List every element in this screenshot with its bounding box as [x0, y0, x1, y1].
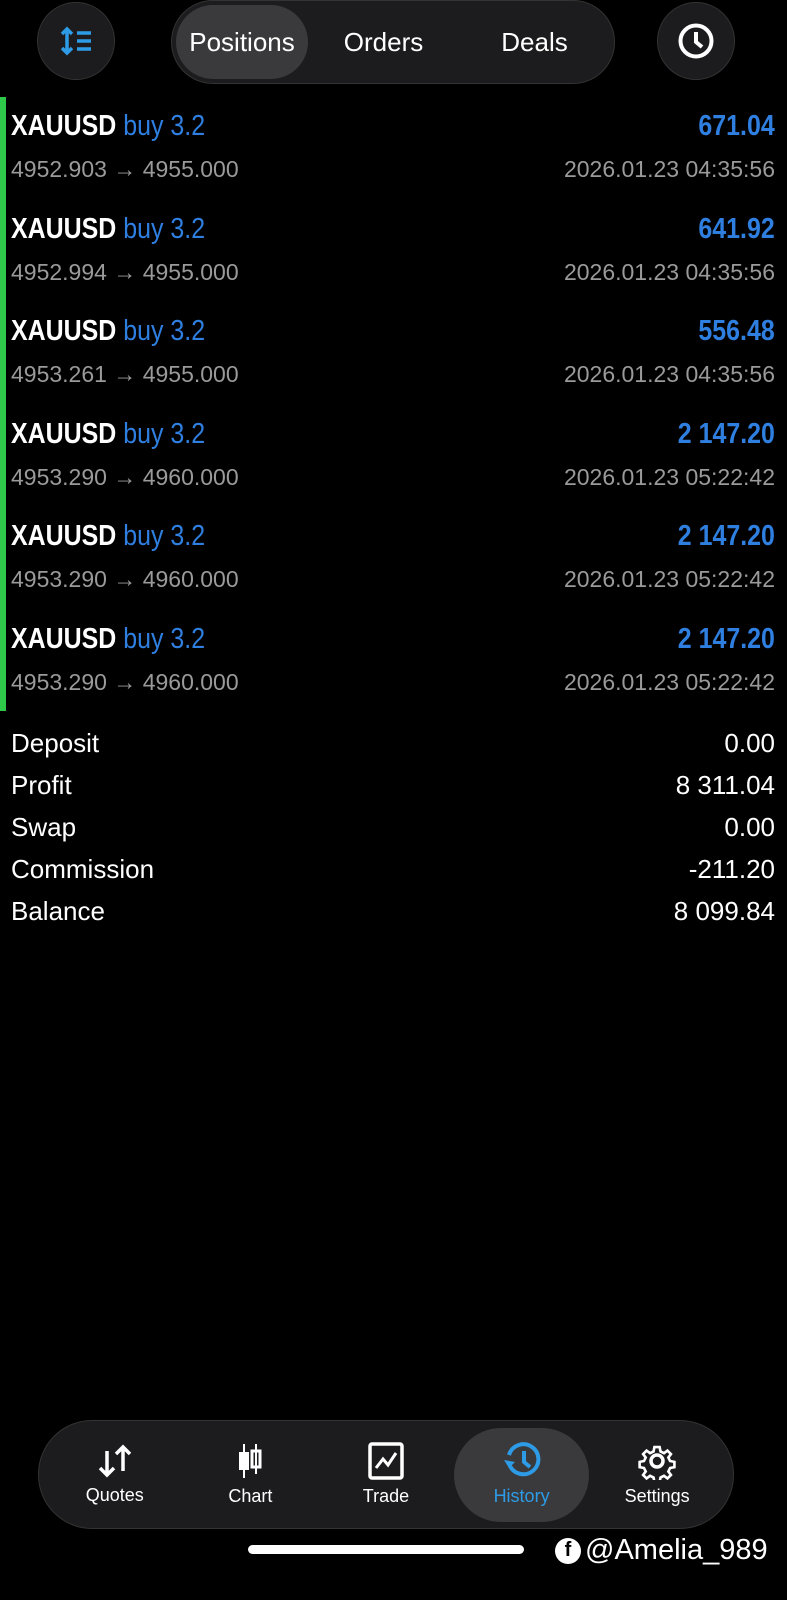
nav-settings[interactable]: Settings — [589, 1428, 725, 1522]
symbol: XAUUSD — [11, 417, 117, 450]
summary-label: Commission — [11, 853, 155, 884]
summary-label: Balance — [11, 895, 105, 926]
side-volume: buy 3.2 — [123, 622, 206, 655]
position-title: XAUUSD buy 3.2 — [11, 623, 205, 656]
summary-value: -211.20 — [688, 853, 775, 884]
timestamp: 2026.01.23 05:22:42 — [563, 668, 775, 695]
side-volume: buy 3.2 — [123, 212, 206, 245]
side-volume: buy 3.2 — [123, 110, 206, 142]
position-title: XAUUSD buy 3.2 — [11, 520, 205, 553]
position-row[interactable]: XAUUSD buy 3.2 641.92 4952.994 → 4955.00… — [11, 209, 775, 312]
nav-label: Chart — [228, 1486, 273, 1506]
summary-label: Deposit — [11, 727, 100, 758]
clock-icon — [678, 23, 714, 59]
side-volume: buy 3.2 — [123, 520, 206, 552]
timestamp: 2026.01.23 04:35:56 — [563, 156, 775, 182]
position-title: XAUUSD buy 3.2 — [11, 213, 205, 246]
timestamp: 2026.01.23 05:22:42 — [563, 566, 775, 592]
profit: 641.92 — [698, 212, 775, 245]
side-volume: buy 3.2 — [123, 417, 206, 450]
nav-label: History — [493, 1486, 550, 1506]
side-volume: buy 3.2 — [123, 315, 206, 347]
symbol: XAUUSD — [11, 622, 117, 655]
position-title: XAUUSD buy 3.2 — [11, 418, 205, 451]
profit: 2 147.20 — [677, 417, 775, 450]
timestamp: 2026.01.23 05:22:42 — [563, 463, 775, 490]
nav-trade[interactable]: Trade — [318, 1428, 454, 1522]
nav-label: Quotes — [85, 1485, 144, 1505]
summary-value: 0.00 — [724, 727, 775, 758]
summary-row: Swap 0.00 — [11, 806, 775, 848]
home-indicator[interactable] — [248, 1545, 524, 1554]
profit: 2 147.20 — [677, 622, 775, 655]
history-icon — [503, 1442, 540, 1477]
facebook-icon: f — [555, 1537, 581, 1564]
bottom-nav: Quotes Chart Trade History Settings — [38, 1420, 734, 1529]
sort-button[interactable] — [37, 2, 115, 80]
candlestick-icon — [239, 1444, 262, 1478]
nav-label: Settings — [624, 1486, 690, 1506]
nav-label: Trade — [362, 1486, 410, 1506]
watermark-text: @Amelia_989 — [585, 1534, 768, 1566]
sort-icon — [60, 26, 91, 56]
summary-row: Profit 8 311.04 — [11, 764, 775, 806]
tab-orders[interactable]: Orders — [343, 26, 424, 57]
nav-chart[interactable]: Chart — [183, 1428, 319, 1522]
symbol: XAUUSD — [11, 520, 117, 552]
nav-quotes[interactable]: Quotes — [47, 1428, 183, 1522]
nav-history[interactable]: History — [453, 1427, 590, 1522]
summary-row: Commission -211.20 — [11, 848, 775, 890]
summary-row: Balance 8 099.84 — [11, 890, 775, 932]
summary-value: 8 099.84 — [673, 895, 775, 926]
position-row[interactable]: XAUUSD buy 3.2 556.48 4953.261 → 4955.00… — [11, 311, 775, 414]
timestamp: 2026.01.23 04:35:56 — [563, 361, 775, 387]
symbol: XAUUSD — [11, 110, 117, 142]
profit: 556.48 — [698, 315, 775, 347]
position-title: XAUUSD buy 3.2 — [11, 110, 205, 143]
summary: Deposit 0.00 Profit 8 311.04 Swap 0.00 Commiss… — [11, 722, 775, 932]
position-row[interactable]: XAUUSD buy 3.2 2 147.20 4953.290 → 4960.… — [11, 414, 775, 517]
prices: 4953.290 → 4960.000 — [11, 668, 239, 695]
trade-chart-icon — [368, 1442, 404, 1480]
watermark: f @Amelia_989 — [555, 1534, 768, 1567]
symbol: XAUUSD — [11, 315, 117, 347]
position-row[interactable]: XAUUSD buy 3.2 2 147.20 4953.290 → 4960.… — [11, 619, 775, 722]
prices: 4952.903 → 4955.000 — [11, 156, 239, 182]
summary-label: Swap — [11, 811, 77, 842]
symbol: XAUUSD — [11, 212, 117, 245]
timestamp: 2026.01.23 04:35:56 — [563, 258, 775, 285]
period-button[interactable] — [657, 2, 735, 80]
prices: 4953.290 → 4960.000 — [11, 463, 239, 490]
tab-deals[interactable]: Deals — [501, 26, 568, 57]
positions-list: XAUUSD buy 3.2 671.04 4952.903 → 4955.00… — [11, 106, 775, 721]
gear-icon — [638, 1445, 676, 1480]
prices: 4953.290 → 4960.000 — [11, 566, 239, 592]
summary-value: 0.00 — [724, 811, 775, 842]
position-row[interactable]: XAUUSD buy 3.2 2 147.20 4953.290 → 4960.… — [11, 516, 775, 619]
summary-value: 8 311.04 — [675, 769, 775, 800]
summary-row: Deposit 0.00 — [11, 722, 775, 764]
prices: 4952.994 → 4955.000 — [11, 258, 239, 285]
tab-positions[interactable]: Positions — [176, 5, 308, 79]
position-row[interactable]: XAUUSD buy 3.2 671.04 4952.903 → 4955.00… — [11, 106, 775, 209]
open-positions-indicator — [0, 97, 6, 711]
prices: 4953.261 → 4955.000 — [11, 361, 239, 387]
position-title: XAUUSD buy 3.2 — [11, 315, 205, 348]
profit: 671.04 — [698, 110, 775, 142]
summary-label: Profit — [11, 769, 72, 800]
profit: 2 147.20 — [677, 520, 775, 552]
quotes-icon — [98, 1444, 132, 1478]
tab-bar: Positions Orders Deals — [171, 0, 615, 84]
